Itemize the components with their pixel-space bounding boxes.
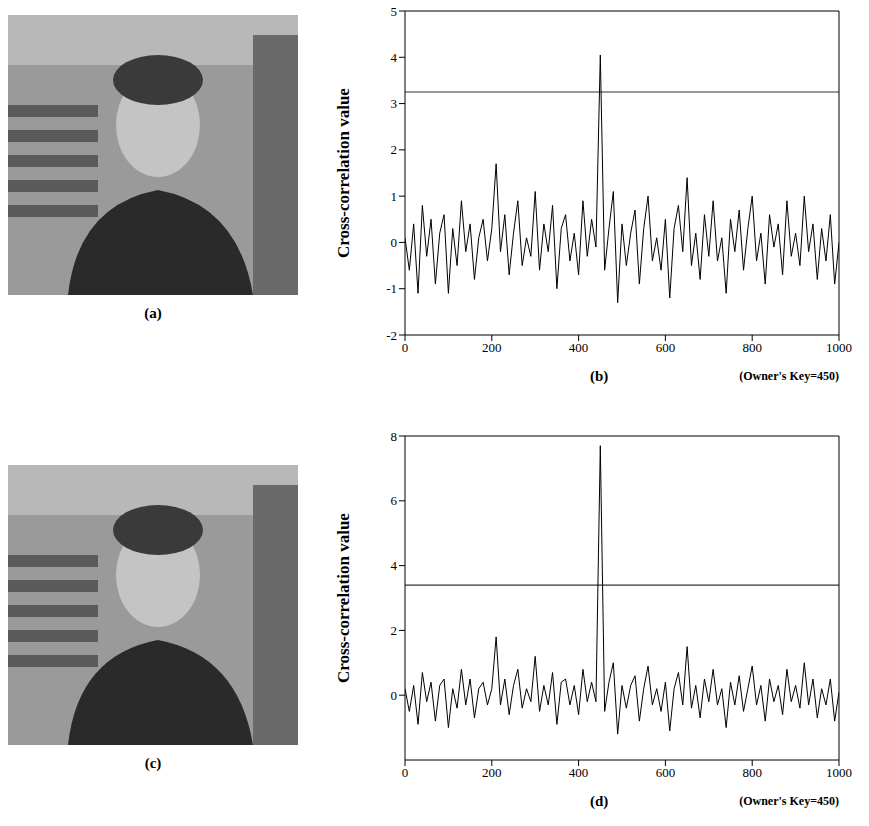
svg-text:600: 600 [656, 765, 676, 780]
svg-text:Cross-correlation value: Cross-correlation value [334, 88, 353, 258]
svg-text:-2: -2 [386, 328, 397, 343]
svg-text:0: 0 [391, 235, 398, 250]
svg-text:400: 400 [569, 765, 589, 780]
svg-text:Cross-correlation value: Cross-correlation value [334, 513, 353, 683]
svg-text:1: 1 [391, 189, 398, 204]
svg-text:0: 0 [402, 340, 409, 355]
svg-text:6: 6 [391, 493, 398, 508]
html-text:(c): (c) [144, 755, 162, 771]
svg-text:0: 0 [402, 765, 409, 780]
svg-text:(Owner's Key=450): (Owner's Key=450) [739, 794, 839, 808]
svg-text:4: 4 [391, 50, 398, 65]
svg-text:-1: -1 [386, 281, 397, 296]
svg-text:400: 400 [569, 340, 589, 355]
svg-text:(Owner's Key=450): (Owner's Key=450) [739, 369, 839, 383]
svg-text:2: 2 [391, 142, 398, 157]
svg-text:600: 600 [656, 340, 676, 355]
svg-text:2: 2 [391, 623, 398, 638]
svg-text:200: 200 [482, 340, 502, 355]
svg-text:1000: 1000 [826, 765, 852, 780]
svg-text:5: 5 [391, 4, 398, 19]
html-text:(b): (b) [590, 368, 609, 384]
svg-text:1000: 1000 [826, 340, 852, 355]
svg-text:800: 800 [742, 765, 762, 780]
svg-text:8: 8 [391, 429, 398, 444]
svg-text:800: 800 [742, 340, 762, 355]
svg-text:3: 3 [391, 96, 398, 111]
svg-text:200: 200 [482, 765, 502, 780]
svg-text:0: 0 [391, 688, 398, 703]
html-text:(a): (a) [144, 305, 162, 321]
html-text:(d): (d) [590, 793, 609, 809]
svg-text:4: 4 [391, 558, 398, 573]
